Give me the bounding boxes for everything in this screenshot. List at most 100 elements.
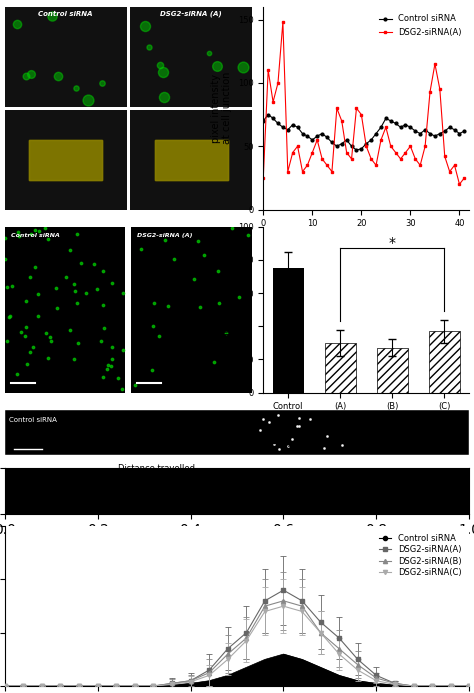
DSG2-siRNA(A) <box>388 142 393 150</box>
Text: DSG2-targeting siRNA: DSG2-targeting siRNA <box>354 434 430 440</box>
DSG2-siRNA(A) <box>305 161 310 169</box>
DSG2-siRNA(A) <box>285 168 291 176</box>
Control siRNA <box>427 130 433 138</box>
Bar <box>428 331 460 392</box>
DSG2-siRNA(A) <box>402 148 408 157</box>
DSG2-siRNA(A) <box>275 79 281 87</box>
DSG2-siRNA(A) <box>260 174 266 182</box>
DSG2-siRNA(A) <box>373 161 379 169</box>
Control siRNA <box>290 121 295 129</box>
Control siRNA <box>349 142 355 150</box>
DSG2-siRNA(A) <box>393 148 399 157</box>
Control siRNA <box>305 132 310 140</box>
Control siRNA <box>383 114 389 123</box>
DSG2-siRNA(A) <box>447 168 453 176</box>
Control siRNA <box>310 136 315 144</box>
DSG2-siRNA(A) <box>334 104 340 112</box>
Control siRNA <box>344 136 349 144</box>
Control siRNA <box>314 132 320 140</box>
DSG2-siRNA(A) <box>329 168 335 176</box>
Control siRNA <box>324 133 330 141</box>
Control siRNA <box>368 136 374 144</box>
DSG2-siRNA(A) <box>432 60 438 68</box>
DSG2-siRNA(A) <box>349 155 355 163</box>
Text: C: C <box>5 415 16 430</box>
Control siRNA <box>319 130 325 138</box>
Line: DSG2-siRNA(A): DSG2-siRNA(A) <box>262 21 466 186</box>
Control siRNA <box>354 146 359 155</box>
Control siRNA <box>412 127 418 135</box>
DSG2-siRNA(A) <box>383 123 389 132</box>
Control siRNA <box>398 123 403 132</box>
DSG2-siRNA(A) <box>280 18 286 26</box>
DSG2-siRNA(A) <box>437 85 443 94</box>
Control siRNA <box>447 123 453 132</box>
Bar <box>325 343 356 392</box>
Point <box>376 96 383 107</box>
Text: DSG2-siRNA (C): DSG2-siRNA (C) <box>9 475 64 482</box>
Text: A: A <box>5 13 17 28</box>
DSG2-siRNA(A) <box>344 148 349 157</box>
DSG2-siRNA(A) <box>427 87 433 96</box>
DSG2-siRNA(A) <box>442 152 447 161</box>
Control siRNA <box>393 119 399 128</box>
Control siRNA <box>295 123 301 132</box>
Bar <box>273 268 304 392</box>
Control siRNA <box>378 123 384 132</box>
Control siRNA <box>442 127 447 135</box>
Text: Control siRNA: Control siRNA <box>38 11 93 17</box>
DSG2-siRNA(A) <box>412 155 418 163</box>
Control siRNA <box>418 130 423 138</box>
DSG2-siRNA(A) <box>378 136 384 144</box>
Control siRNA <box>432 132 438 140</box>
DSG2-siRNA(A) <box>300 168 305 176</box>
Control siRNA <box>285 125 291 134</box>
Control siRNA <box>452 125 457 134</box>
Text: Control siRNA: Control siRNA <box>9 416 57 423</box>
DSG2-siRNA(A) <box>324 161 330 169</box>
Control siRNA <box>402 121 408 129</box>
Control siRNA <box>358 145 364 153</box>
Control siRNA <box>437 130 443 138</box>
DSG2-siRNA(A) <box>452 161 457 169</box>
Point <box>264 42 272 53</box>
DSG2-siRNA(A) <box>408 142 413 150</box>
Control siRNA <box>462 127 467 135</box>
Control siRNA <box>339 139 345 148</box>
Y-axis label: pixel intensity
at cell junction: pixel intensity at cell junction <box>210 72 232 144</box>
Text: *: * <box>389 236 396 249</box>
Legend: Control siRNA, DSG2-siRNA(A), DSG2-siRNA(B), DSG2-siRNA(C): Control siRNA, DSG2-siRNA(A), DSG2-siRNA… <box>375 530 465 581</box>
DSG2-siRNA(A) <box>418 161 423 169</box>
Bar <box>377 348 408 392</box>
Control siRNA <box>265 110 271 119</box>
Control siRNA <box>275 119 281 128</box>
X-axis label: pixel position: pixel position <box>334 234 399 244</box>
Text: Distance travelled: Distance travelled <box>118 464 195 473</box>
DSG2-siRNA(A) <box>368 155 374 163</box>
Point <box>219 231 227 242</box>
DSG2-siRNA(A) <box>270 98 276 106</box>
Control siRNA <box>408 123 413 132</box>
DSG2-siRNA(A) <box>310 148 315 157</box>
Control siRNA <box>260 116 266 125</box>
Control siRNA <box>388 116 393 125</box>
DSG2-siRNA(A) <box>364 142 369 150</box>
Control siRNA <box>270 114 276 123</box>
Control siRNA <box>364 139 369 148</box>
DSG2-siRNA(A) <box>290 148 295 157</box>
DSG2-siRNA(A) <box>295 142 301 150</box>
DSG2-siRNA(A) <box>398 155 403 163</box>
DSG2-siRNA(A) <box>319 155 325 163</box>
DSG2-siRNA(A) <box>354 104 359 112</box>
Control siRNA <box>373 130 379 138</box>
Legend: Control siRNA, DSG2-siRNA(A): Control siRNA, DSG2-siRNA(A) <box>376 11 465 40</box>
Line: Control siRNA: Control siRNA <box>262 113 466 152</box>
Control siRNA <box>300 130 305 138</box>
DSG2-siRNA(A) <box>314 136 320 144</box>
Control siRNA <box>456 130 462 138</box>
Text: DSG2-siRNA (A): DSG2-siRNA (A) <box>137 234 193 238</box>
Point <box>176 137 184 148</box>
DSG2-siRNA(A) <box>462 174 467 182</box>
DSG2-siRNA(A) <box>422 142 428 150</box>
Control siRNA <box>329 139 335 147</box>
